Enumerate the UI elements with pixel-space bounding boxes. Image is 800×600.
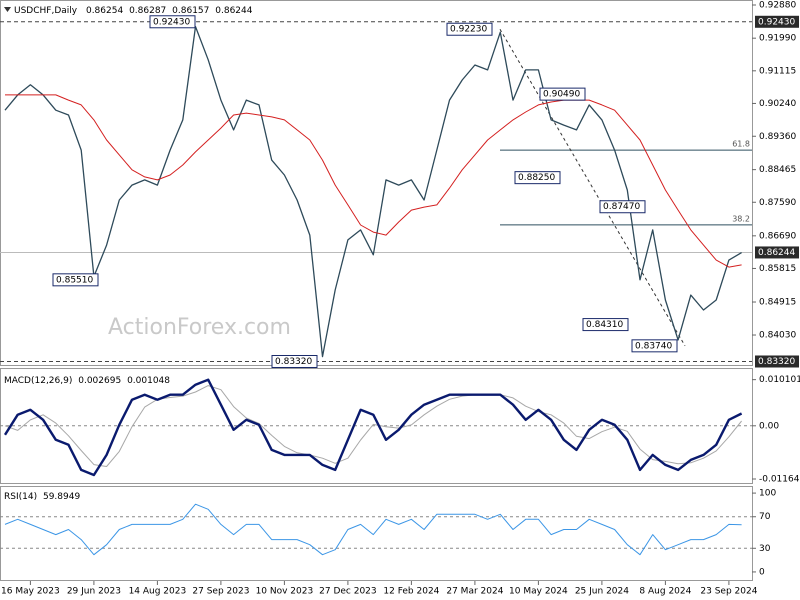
y-tick-label: 0.86690 (759, 231, 796, 241)
y-tick-label: -0.011645 (759, 475, 800, 485)
level-box (755, 15, 799, 28)
annotation-label: 0.85510 (56, 275, 93, 285)
high: 0.86287 (129, 6, 166, 16)
x-tick-label: 23 Sep 2024 (700, 587, 757, 597)
rsi-value: 59.8949 (43, 492, 80, 502)
y-tick-label: 0.84915 (759, 298, 796, 308)
rsi-title: RSI(14) (4, 492, 37, 502)
annotation-box (149, 15, 196, 29)
y-tick-label: 70 (759, 512, 771, 522)
annotation-box (271, 354, 318, 368)
x-tick-label: 16 May 2023 (1, 587, 60, 597)
x-tick-label: 27 Mar 2024 (446, 587, 503, 597)
series-line (3, 378, 743, 477)
x-tick-label: 25 Jun 2024 (575, 587, 629, 597)
low: 0.86157 (172, 6, 209, 16)
x-tick-label: 27 Sep 2023 (192, 587, 249, 597)
annotation-label: 0.83740 (635, 341, 672, 351)
y-tick-label: 0.88465 (759, 165, 796, 175)
y-tick-label: 0.85815 (759, 264, 796, 274)
series-line (4, 503, 742, 556)
level-box (755, 246, 799, 259)
y-tick-label: 0 (759, 567, 765, 577)
level-label: 0.83320 (758, 357, 795, 367)
annotation-label: 0.92230 (450, 25, 487, 35)
macd-header: MACD(12,26,9) 0.002695 0.001048 (4, 376, 170, 386)
y-tick-label: 0.84030 (759, 331, 796, 341)
annotation-box (582, 318, 629, 332)
x-tick-label: 10 Nov 2023 (256, 587, 314, 597)
trend-line (499, 28, 686, 347)
annotation-label: 0.87470 (603, 202, 640, 212)
x-tick-label: 10 May 2024 (509, 587, 568, 597)
annotation-box (599, 200, 646, 214)
y-tick-label: 100 (759, 489, 776, 499)
watermark: ActionForex.com (108, 315, 291, 340)
y-tick-label: 0.90240 (759, 99, 796, 109)
x-tick-label: 8 Aug 2024 (639, 587, 691, 597)
price-panel (0, 0, 753, 366)
y-tick-label: 0.91115 (759, 66, 796, 76)
rsi-panel (0, 486, 753, 581)
signal-value: 0.001048 (127, 376, 170, 386)
y-tick-label: 0.89360 (759, 132, 796, 142)
symbol: USDCHF,Daily (14, 6, 78, 16)
annotation-label: 0.88250 (518, 173, 555, 183)
annotation-box (539, 87, 586, 101)
annotation-box (52, 273, 99, 287)
annotation-label: 0.90490 (543, 90, 580, 100)
y-tick-label: 0.87590 (759, 198, 796, 208)
fib-label: 38.2 (732, 214, 750, 223)
annotation-box (631, 339, 678, 353)
fib-label: 61.8 (732, 140, 750, 149)
price-header: USDCHF,Daily 0.86254 0.86287 0.86157 0.8… (14, 6, 253, 16)
x-tick-label: 27 Dec 2023 (319, 587, 377, 597)
annotation-box (446, 22, 493, 36)
close: 0.86244 (215, 6, 252, 16)
rsi-header: RSI(14) 59.8949 (4, 492, 80, 502)
annotation-label: 0.92430 (153, 17, 190, 27)
annotation-label: 0.83320 (275, 357, 312, 367)
level-box (755, 355, 799, 368)
series-line (4, 25, 742, 358)
annotation-label: 0.84310 (586, 320, 623, 330)
y-tick-label: 30 (759, 544, 771, 554)
x-tick-label: 14 Aug 2023 (129, 587, 187, 597)
series-line (5, 94, 742, 268)
menu-icon (4, 7, 11, 12)
level-label: 0.86244 (758, 248, 795, 258)
level-label: 0.92430 (758, 17, 795, 27)
macd-title: MACD(12,26,9) (4, 376, 72, 386)
annotation-box (514, 171, 561, 185)
open: 0.86254 (86, 6, 123, 16)
x-tick-label: 29 Jun 2023 (67, 587, 121, 597)
y-tick-label: 0.91990 (759, 34, 796, 44)
y-tick-label: 0.00 (759, 421, 779, 431)
y-tick-label: 0.92880 (759, 0, 796, 10)
macd-value: 0.002695 (78, 376, 121, 386)
x-tick-label: 12 Feb 2024 (383, 587, 439, 597)
y-tick-label: 0.010101 (759, 375, 800, 385)
